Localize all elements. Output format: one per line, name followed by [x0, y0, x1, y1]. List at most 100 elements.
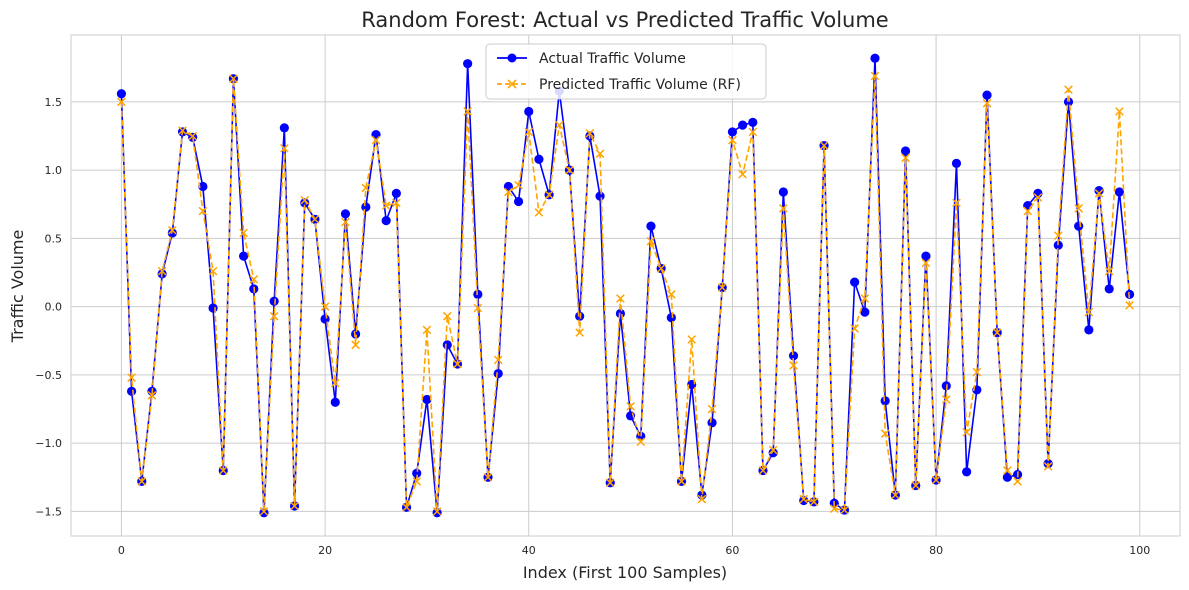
predicted-point	[707, 404, 717, 414]
predicted-point	[534, 208, 544, 217]
predicted-point	[422, 325, 432, 335]
predicted-point	[1125, 300, 1134, 310]
predicted-point	[198, 206, 208, 216]
actual-point	[381, 216, 391, 226]
predicted-point	[992, 328, 1002, 337]
predicted-point	[524, 127, 534, 137]
predicted-point	[626, 401, 635, 411]
actual-point	[707, 418, 717, 428]
predicted-point	[1094, 189, 1104, 198]
predicted-point	[504, 187, 513, 197]
actual-point	[1053, 240, 1063, 250]
predicted-point	[891, 490, 900, 500]
legend-predicted-marker	[507, 79, 517, 89]
predicted-point	[789, 361, 798, 370]
legend-predicted-label: Predicted Traffic Volume (RF)	[539, 77, 741, 93]
actual-point	[1084, 325, 1094, 335]
legend: Actual Traffic Volume Predicted Traffic …	[485, 43, 767, 100]
actual-point	[595, 191, 605, 201]
x-tick-label: 20	[318, 544, 332, 557]
actual-point	[198, 181, 208, 192]
predicted-point	[941, 395, 951, 404]
actual-point	[615, 308, 626, 319]
predicted-point	[432, 507, 442, 516]
plot-area	[70, 34, 1181, 537]
actual-point	[432, 508, 442, 518]
predicted-point	[1023, 206, 1033, 216]
actual-point	[524, 106, 534, 117]
predicted-point	[819, 141, 829, 150]
predicted-point	[1074, 204, 1084, 213]
actual-point	[442, 340, 452, 350]
actual-point	[788, 351, 799, 361]
legend-actual-label: Actual Traffic Volume	[539, 51, 686, 67]
y-axis-label: Traffic Volume	[8, 230, 27, 344]
actual-point	[951, 158, 962, 168]
predicted-point	[330, 378, 340, 388]
predicted-point	[514, 180, 523, 190]
predicted-point	[799, 494, 809, 504]
predicted-point	[931, 475, 941, 485]
actual-point	[860, 307, 870, 317]
x-tick-label: 80	[929, 544, 943, 557]
y-tick-label: 1.5	[45, 96, 63, 109]
predicted-point	[1043, 462, 1053, 471]
actual-point	[666, 312, 676, 323]
predicted-point	[442, 311, 452, 321]
actual-point	[269, 296, 279, 306]
predicted-point	[453, 359, 462, 369]
predicted-series	[117, 71, 1134, 516]
predicted-point	[218, 466, 228, 475]
y-gridlines	[71, 101, 1180, 512]
predicted-point	[921, 258, 931, 268]
actual-point	[1104, 284, 1114, 294]
predicted-point	[972, 367, 982, 377]
predicted-point	[351, 340, 360, 350]
predicted-point	[544, 190, 554, 200]
predicted-point	[188, 131, 198, 141]
predicted-point	[229, 74, 238, 84]
actual-point	[850, 277, 860, 287]
actual-point	[1063, 97, 1074, 107]
predicted-point	[677, 477, 686, 486]
actual-point	[422, 394, 432, 405]
predicted-point	[911, 481, 921, 490]
y-tick-label: 1.0	[45, 164, 63, 177]
predicted-point	[748, 127, 758, 137]
predicted-point	[809, 497, 819, 507]
predicted-point	[493, 355, 503, 365]
actual-point	[575, 311, 585, 321]
predicted-point	[1104, 266, 1114, 276]
predicted-point	[717, 283, 727, 292]
y-tick-labels: −1.5 −1.0 −0.5 0.0 0.5 1.0 1.5	[35, 96, 62, 519]
predicted-point	[137, 477, 147, 486]
predicted-point	[157, 266, 167, 276]
predicted-point	[656, 264, 666, 273]
actual-point	[1074, 221, 1084, 231]
actual-point	[982, 90, 992, 100]
predicted-point	[208, 266, 218, 276]
actual-point	[391, 188, 401, 198]
predicted-point	[280, 143, 289, 153]
actual-point	[738, 120, 748, 130]
predicted-point	[840, 505, 849, 515]
predicted-point	[952, 198, 961, 208]
x-tick-labels: 0 20 40 60 80 100	[118, 544, 1150, 557]
actual-point	[962, 467, 972, 477]
actual-point	[300, 198, 310, 208]
chart-title: Random Forest: Actual vs Predicted Traff…	[361, 8, 888, 32]
predicted-point	[320, 302, 330, 311]
x-tick-label: 0	[118, 544, 125, 557]
predicted-point	[595, 149, 605, 159]
predicted-point	[880, 429, 890, 438]
predicted-point	[147, 391, 157, 400]
actual-point	[748, 117, 758, 127]
actual-point	[126, 386, 137, 396]
predicted-point	[473, 303, 483, 313]
y-tick-label: −0.5	[35, 369, 62, 382]
actual-point	[239, 251, 249, 261]
series-layer	[116, 53, 1135, 518]
predicted-point	[361, 183, 371, 193]
actual-point	[493, 368, 503, 379]
x-tick-label: 60	[725, 544, 739, 557]
